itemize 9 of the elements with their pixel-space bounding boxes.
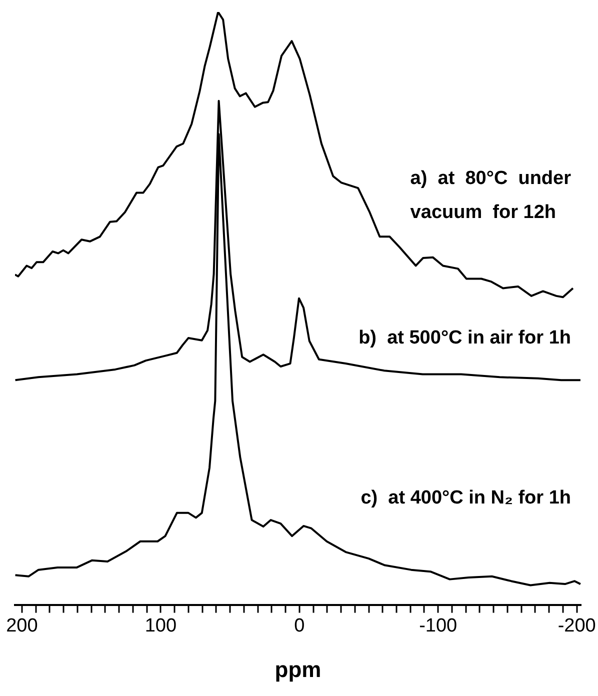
x-axis-title: ppm bbox=[274, 656, 322, 682]
series-label: a) at 80°C under vacuum for 12h bbox=[410, 168, 572, 223]
text: c) at 400°C in N₂ for 1h bbox=[360, 487, 572, 508]
x-tick-label: 100 bbox=[144, 615, 177, 636]
x-tick-label: 0 bbox=[294, 615, 305, 636]
x-tick-label: -100 bbox=[419, 615, 458, 636]
x-tick-label: -200 bbox=[558, 615, 596, 636]
x-tick-label: 200 bbox=[6, 615, 38, 636]
series-label: b) at 500°C in air for 1h bbox=[358, 327, 572, 348]
